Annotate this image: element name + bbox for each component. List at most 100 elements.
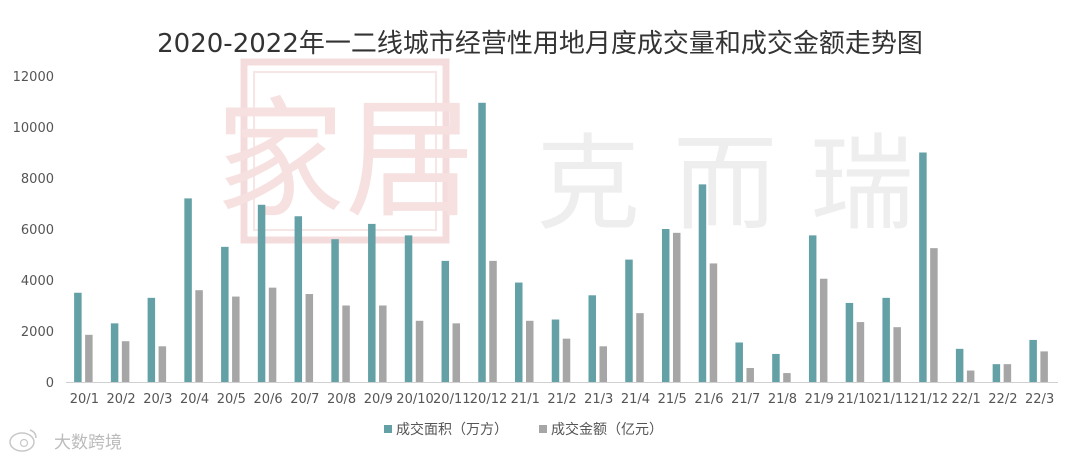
bar-amount: [526, 320, 534, 382]
bar-area: [110, 323, 119, 382]
bar-area: [221, 246, 229, 382]
bar-area: [1029, 339, 1037, 382]
legend-label-area: 成交面积（万方）: [396, 421, 508, 438]
bar-area: [74, 292, 82, 382]
bar-area: [184, 198, 192, 382]
bar-area: [955, 348, 964, 382]
x-tick-label: 20/5: [217, 392, 246, 407]
bar-amount: [636, 313, 644, 382]
bar-area: [515, 282, 523, 382]
bar-area: [992, 364, 1001, 382]
x-tick-label: 21/2: [547, 392, 576, 407]
bar-amount: [195, 290, 203, 382]
x-tick-label: 21/4: [621, 392, 650, 407]
bar-amount: [672, 232, 681, 382]
x-tick-label: 20/12: [470, 392, 507, 407]
y-tick-label: 6000: [21, 223, 54, 238]
bar-amount: [1040, 351, 1048, 382]
bar-amount: [856, 322, 865, 382]
x-tick-label: 20/6: [253, 392, 282, 407]
x-tick-label: 21/8: [768, 392, 797, 407]
x-tick-label: 20/7: [290, 392, 319, 407]
bar-area: [257, 204, 266, 382]
x-tick-label: 20/2: [107, 392, 136, 407]
bar-area: [588, 295, 596, 382]
bar-amount: [1003, 364, 1012, 382]
bar-amount: [599, 346, 607, 382]
x-tick-label: 20/9: [364, 392, 393, 407]
bar-amount: [121, 341, 130, 382]
y-tick-label: 4000: [21, 274, 54, 289]
x-tick-label: 22/2: [988, 392, 1017, 407]
x-tick-label: 20/3: [143, 392, 172, 407]
bar-area: [625, 259, 633, 382]
bar-amount: [746, 367, 754, 382]
bar-amount: [305, 294, 314, 382]
bar-amount: [452, 323, 461, 382]
legend-swatch-area: [384, 425, 392, 433]
y-tick-label: 10000: [13, 121, 54, 136]
x-tick-label: 21/5: [658, 392, 687, 407]
watermark: 家居 克 而 瑞: [215, 58, 914, 245]
bar-amount: [268, 287, 277, 382]
x-tick-label: 21/1: [511, 392, 540, 407]
bar-amount: [232, 296, 240, 382]
bar-amount: [158, 346, 167, 382]
x-tick-label: 22/1: [952, 392, 981, 407]
bar-area: [772, 353, 780, 382]
bar-area: [147, 297, 156, 382]
bar-amount: [819, 278, 828, 382]
bar-area: [294, 216, 303, 382]
y-tick-label: 8000: [21, 172, 54, 187]
bars: [74, 102, 1048, 383]
legend: 成交面积（万方） 成交金额（亿元）: [384, 421, 663, 438]
seal-stamp-icon: 家居: [215, 58, 475, 244]
bar-amount: [783, 373, 791, 382]
bar-amount: [342, 305, 350, 382]
bar-amount: [562, 338, 571, 382]
x-tick-label: 20/10: [396, 392, 433, 407]
bar-area: [404, 235, 413, 383]
bar-area: [441, 260, 450, 383]
watermark-text: 克 而 瑞: [536, 123, 914, 245]
bar-area: [478, 102, 486, 382]
y-tick-label: 2000: [21, 325, 54, 340]
bar-amount: [415, 320, 424, 382]
x-tick-label: 21/3: [584, 392, 613, 407]
bar-area: [845, 302, 854, 382]
credit-text: 大数跨境: [54, 433, 122, 453]
legend-label-amount: 成交金额（亿元）: [551, 421, 663, 438]
bar-area: [808, 235, 817, 383]
x-tick-label: 21/12: [911, 392, 948, 407]
x-tick-label: 22/3: [1025, 392, 1054, 407]
bar-area: [551, 319, 560, 382]
x-tick-label: 20/4: [180, 392, 209, 407]
credit: 大数跨境: [9, 429, 122, 453]
x-tick-label: 21/6: [694, 392, 723, 407]
x-tick-label: 21/9: [805, 392, 834, 407]
y-tick-label: 12000: [13, 70, 54, 85]
legend-swatch-amount: [539, 425, 547, 433]
bar-area: [919, 152, 927, 382]
bar-area: [661, 229, 670, 382]
svg-text:家居: 家居: [215, 84, 475, 236]
bar-amount: [966, 370, 975, 382]
y-axis: 0 2000 4000 6000 8000 10000 12000: [13, 70, 54, 391]
weibo-logo-icon: [9, 429, 37, 452]
x-tick-label: 21/11: [874, 392, 911, 407]
bar-area: [698, 184, 707, 383]
x-tick-label: 20/1: [70, 392, 99, 407]
x-tick-label: 20/11: [433, 392, 470, 407]
bar-amount: [379, 305, 387, 382]
x-tick-label: 20/8: [327, 392, 356, 407]
y-tick-label: 0: [46, 376, 54, 391]
bar-amount: [930, 248, 938, 383]
bar-area: [735, 342, 743, 382]
bar-amount: [709, 263, 718, 382]
x-tick-label: 21/7: [731, 392, 760, 407]
bar-area: [331, 239, 339, 382]
bar-area: [368, 223, 376, 382]
bar-amount: [85, 334, 93, 382]
bar-amount: [893, 327, 901, 382]
